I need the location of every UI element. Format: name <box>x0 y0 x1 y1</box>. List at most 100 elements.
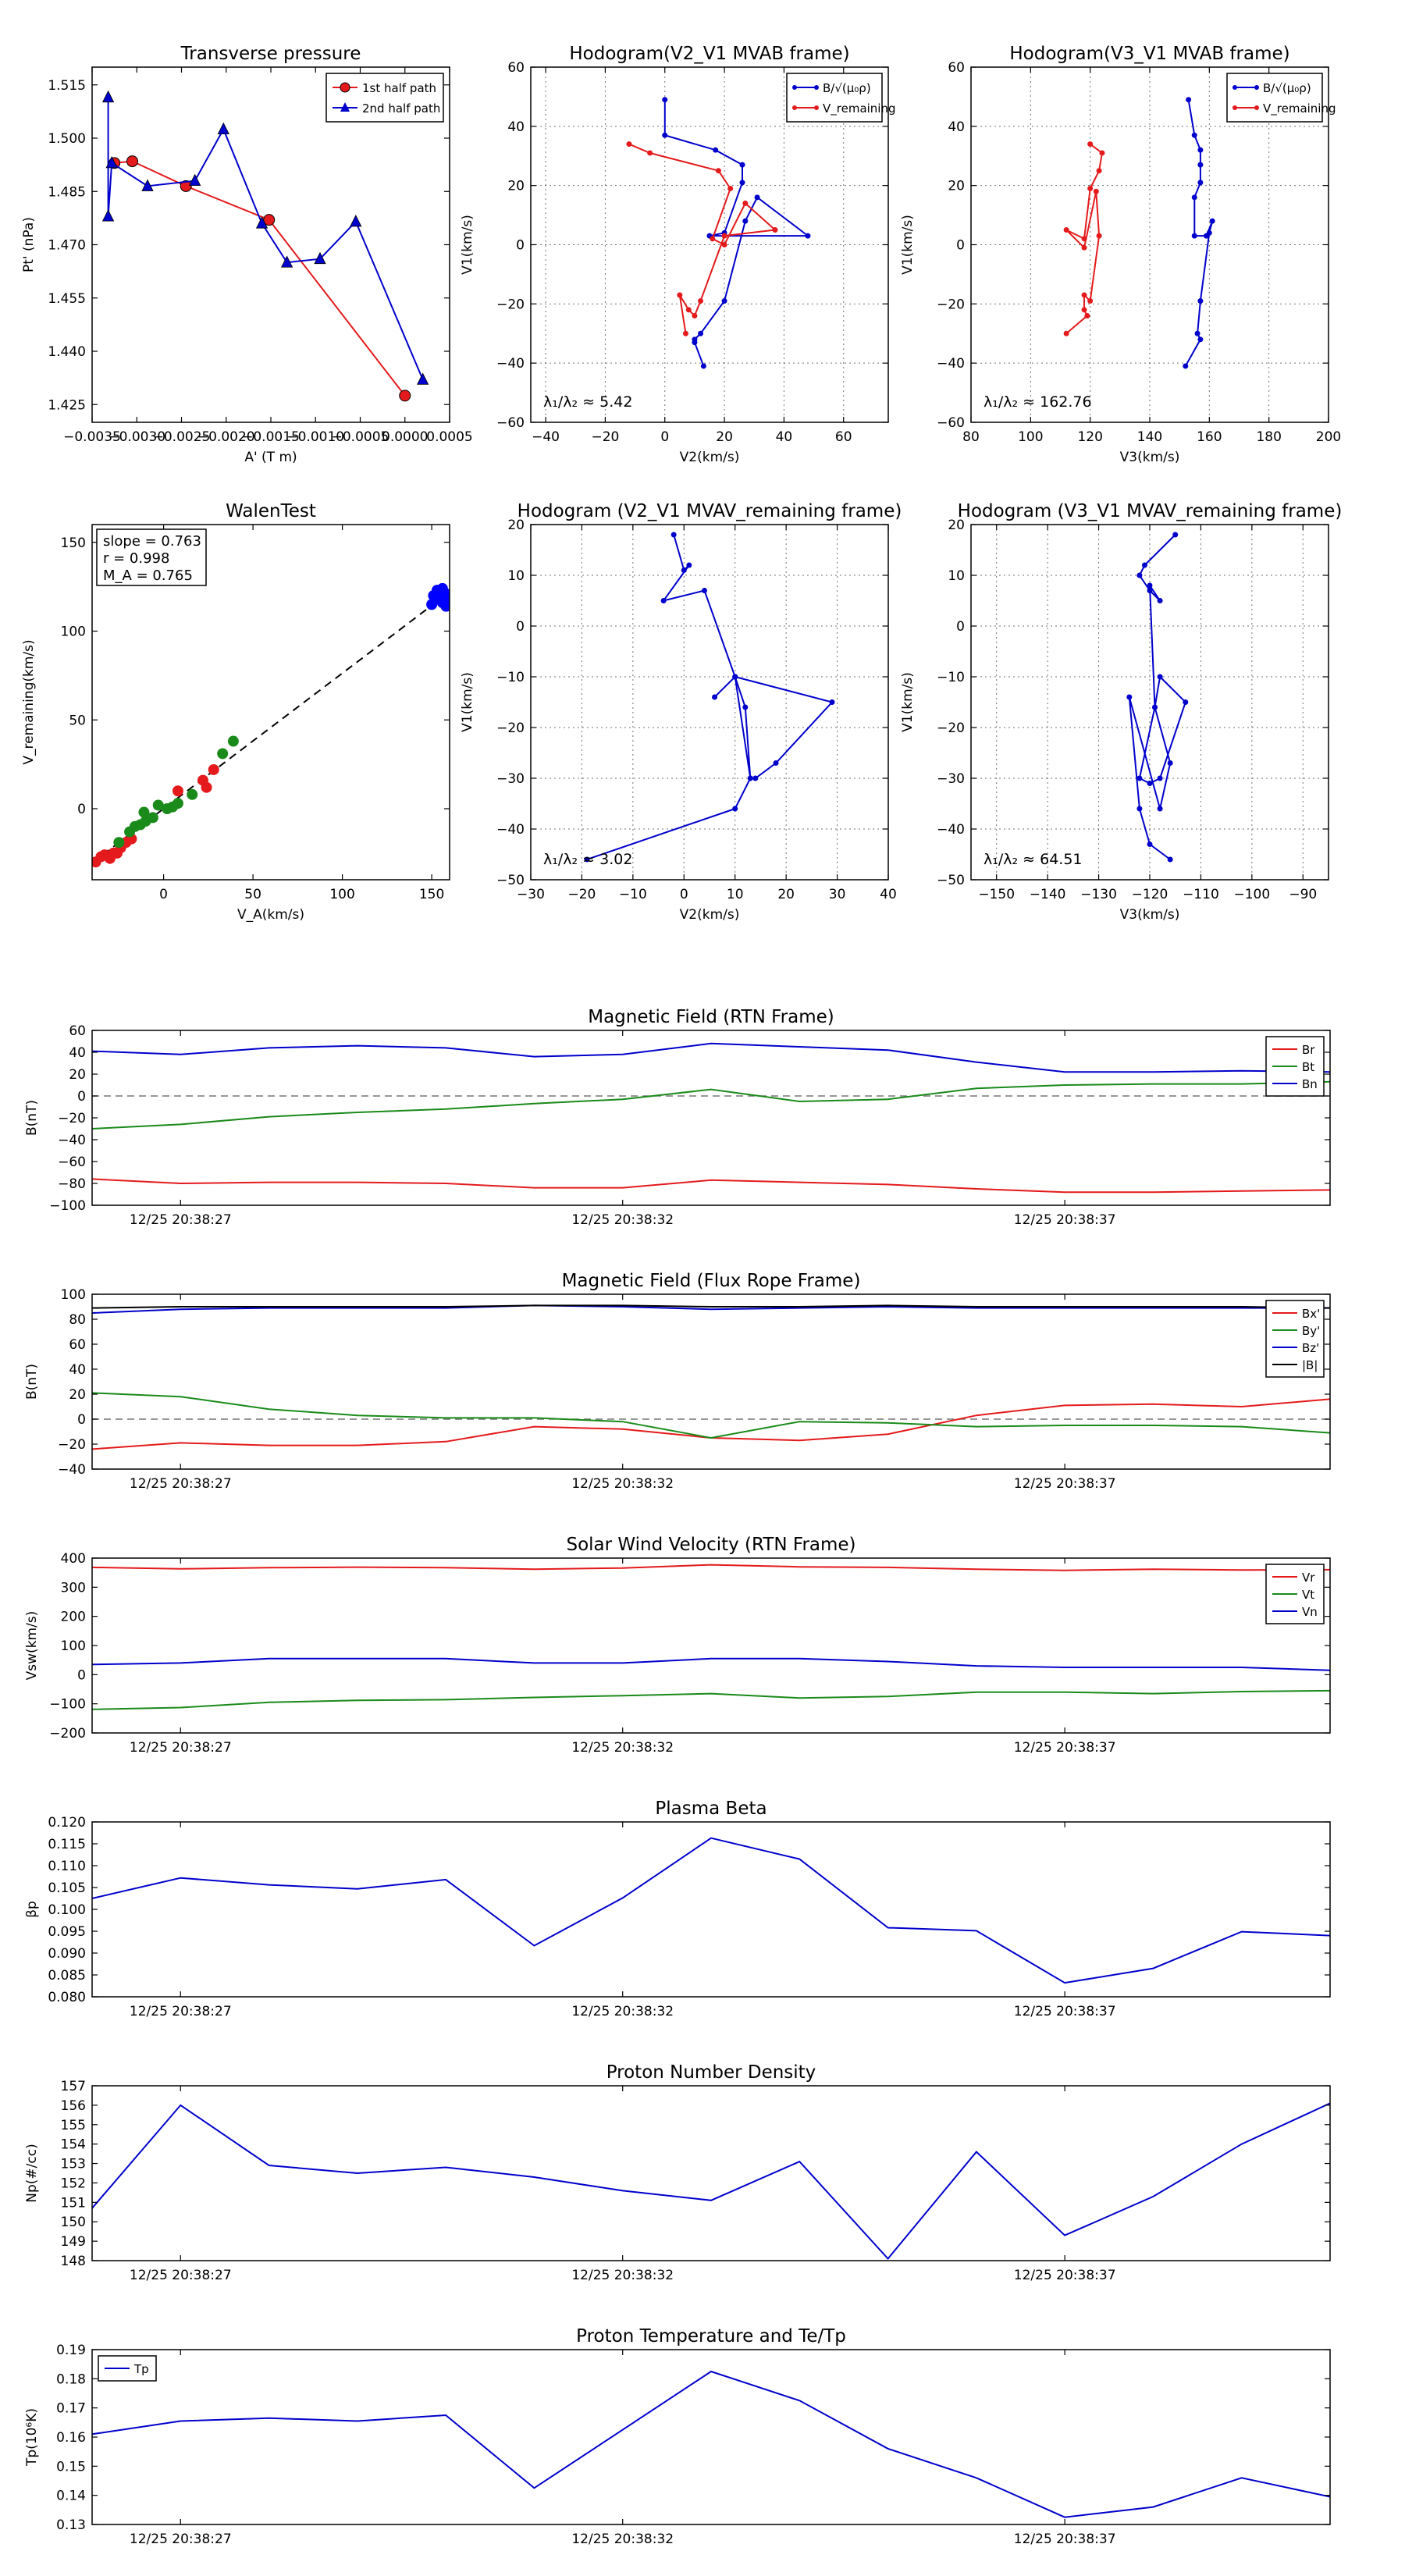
data-point <box>1183 363 1189 369</box>
x-tick-label: 12/25 20:38:37 <box>1014 1476 1116 1492</box>
y-tick-label: −40 <box>496 822 525 838</box>
data-point <box>217 122 229 135</box>
legend-label: V_remaining <box>1263 101 1336 116</box>
y-tick-label: 10 <box>507 568 525 584</box>
y-tick-label: 0 <box>516 619 525 635</box>
chart-title: Hodogram(V3_V1 MVAB frame) <box>1009 44 1289 64</box>
chart-hodo1: −40 −20 0 20 40 60 −60 −40 −20 0 20 40 60 Hodogram(V2… <box>460 44 896 465</box>
data-point <box>187 788 198 800</box>
chart-title: Transverse pressure <box>180 44 361 64</box>
plot-area <box>92 2370 1330 2518</box>
data-point <box>662 132 668 138</box>
series-b--line <box>663 99 810 367</box>
data-point <box>692 340 698 346</box>
plot-area <box>101 90 429 402</box>
x-axis-label: V_A(km/s) <box>237 907 304 923</box>
data-point <box>1197 147 1204 153</box>
legend-marker <box>340 82 350 93</box>
plot-area <box>1126 532 1189 863</box>
data-point <box>255 216 269 229</box>
data-point <box>1147 841 1153 847</box>
ratio-annotation: λ₁/λ₂ ≈ 64.51 <box>984 851 1083 868</box>
x-tick-label: −10 <box>619 887 647 902</box>
y-tick-label: −40 <box>937 356 965 372</box>
x-tick-label: 30 <box>829 887 846 902</box>
data-point <box>747 775 753 781</box>
plot-area <box>626 97 811 369</box>
y-tick-label: 1.425 <box>48 397 86 413</box>
data-point <box>1087 185 1094 191</box>
y-tick-label: −60 <box>58 1155 86 1170</box>
chart-vsw: 12/25 20:38:27 12/25 20:38:32 12/25 20:38:… <box>24 1535 1331 1756</box>
chart-np: 12/25 20:38:27 12/25 20:38:32 12/25 20:38:… <box>24 2062 1331 2283</box>
data-point <box>742 218 749 224</box>
y-tick-label: 0.13 <box>56 2517 86 2533</box>
data-point <box>772 227 778 233</box>
data-point <box>1197 180 1204 186</box>
data-point <box>152 799 164 811</box>
plot-area <box>92 1564 1330 1710</box>
data-point <box>1081 244 1087 251</box>
y-tick-label: 0.15 <box>56 2459 86 2475</box>
y-tick-label: 156 <box>61 2098 86 2114</box>
series-hodogram-line <box>586 534 834 860</box>
y-tick-label: 20 <box>948 518 965 533</box>
x-tick-label: 0.0000 <box>382 429 428 445</box>
x-tick-label: −0.0005 <box>332 429 389 445</box>
x-tick-label: 12/25 20:38:27 <box>130 1476 232 1492</box>
data-point <box>208 763 219 775</box>
data-point <box>440 600 450 612</box>
x-tick-label: 180 <box>1256 429 1281 445</box>
data-point <box>280 255 293 268</box>
y-tick-label: 60 <box>69 1337 86 1353</box>
chart-tp2: 12/25 20:38:27 12/25 20:38:32 12/25 20:38:… <box>24 2326 1331 2547</box>
y-tick-label: 100 <box>61 1287 86 1303</box>
y-axis-label: Vsw(km/s) <box>24 1611 40 1681</box>
data-point <box>727 185 734 191</box>
data-point <box>1186 97 1192 103</box>
stats-box <box>96 528 207 586</box>
y-axis-label: V_remaining(km/s) <box>21 639 37 764</box>
data-point <box>113 837 125 849</box>
data-point <box>732 674 738 680</box>
data-point <box>126 155 139 168</box>
x-tick-label: 160 <box>1197 429 1222 445</box>
data-point <box>677 292 683 298</box>
x-tick-label: 0 <box>680 887 688 902</box>
chart-title: WalenTest <box>226 501 316 521</box>
x-tick-label: 12/25 20:38:37 <box>1014 2004 1116 2019</box>
data-point <box>715 168 721 174</box>
series-tp-line <box>92 2370 1330 2518</box>
data-point <box>417 372 429 385</box>
series-bn-line <box>92 1042 1330 1073</box>
legend-marker <box>792 85 797 90</box>
y-tick-label: 0 <box>77 1667 86 1683</box>
data-point <box>698 298 704 304</box>
y-tick-label: 40 <box>507 119 525 135</box>
y-axis-label: V1(km/s) <box>900 672 916 732</box>
series-vr-line <box>92 1564 1330 1571</box>
legend-marker <box>792 105 797 110</box>
data-point <box>1197 336 1204 343</box>
chart-hodo4: −150 −140 −130 −120 −110 −100 −90−50−40−30−20−… <box>900 501 1342 923</box>
stats-text: M_A = 0.765 <box>103 568 193 584</box>
y-tick-label: 0 <box>956 238 965 254</box>
y-tick-label: −10 <box>496 670 525 685</box>
x-tick-label: 140 <box>1137 429 1162 445</box>
series-bz--line <box>92 1304 1330 1314</box>
legend: Tp <box>98 2355 157 2382</box>
data-point <box>721 233 727 239</box>
ratio-annotation: λ₁/λ₂ ≈ 3.02 <box>543 851 632 868</box>
y-tick-label: 1.485 <box>48 184 86 200</box>
y-tick-label: 149 <box>61 2234 86 2250</box>
x-tick-label: −0.0025 <box>153 429 211 445</box>
y-tick-label: 60 <box>69 1023 86 1039</box>
x-tick-label: −150 <box>978 887 1015 902</box>
data-point <box>1063 330 1069 336</box>
y-tick-label: 20 <box>507 179 525 194</box>
x-axis-label: V2(km/s) <box>680 907 740 923</box>
data-point <box>1093 188 1099 194</box>
chart-hodo3: −30 −20 −10 0 10 20 30 40−50−40−30−20−1001020Ho… <box>460 501 902 923</box>
y-tick-label: 40 <box>69 1362 86 1378</box>
